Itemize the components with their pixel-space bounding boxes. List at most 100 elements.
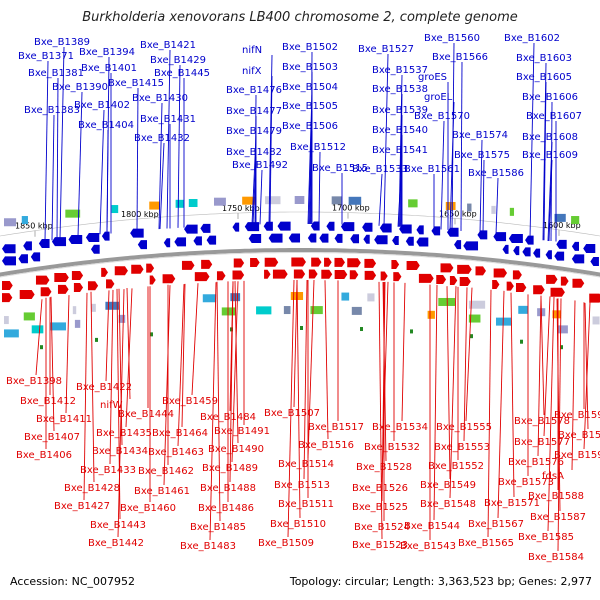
- forward-gene-arrow[interactable]: [583, 243, 596, 253]
- reverse-gene-label[interactable]: Bxe_B1573: [498, 477, 554, 488]
- reverse-gene-label[interactable]: Bxe_B1588: [528, 491, 584, 502]
- forward-gene-arrow[interactable]: [101, 231, 110, 241]
- forward-gene-label[interactable]: Bxe_B1394: [79, 47, 135, 58]
- reverse-gene-arrow[interactable]: [106, 279, 115, 289]
- reverse-gene-label[interactable]: Bxe_B1463: [148, 447, 204, 458]
- reverse-gene-arrow[interactable]: [216, 271, 226, 281]
- forward-gene-arrow[interactable]: [137, 240, 148, 250]
- reverse-gene-arrow[interactable]: [162, 274, 176, 284]
- reverse-gene-label[interactable]: Bxe_B1486: [198, 503, 254, 514]
- reverse-gene-label[interactable]: Bxe_B1577: [514, 437, 570, 448]
- reverse-gene-arrow[interactable]: [71, 271, 84, 281]
- forward-gene-label[interactable]: Bxe_B1541: [372, 145, 428, 156]
- reverse-gene-label[interactable]: Bxe_B1534: [372, 422, 428, 433]
- reverse-gene-label[interactable]: Bxe_B1553: [434, 442, 490, 453]
- forward-gene-arrow[interactable]: [206, 235, 217, 245]
- reverse-gene-arrow[interactable]: [321, 269, 333, 279]
- forward-gene-label[interactable]: Bxe_B1609: [522, 150, 578, 161]
- reverse-gene-label[interactable]: Bxe_B1549: [420, 480, 476, 491]
- reverse-gene-arrow[interactable]: [334, 269, 348, 279]
- forward-gene-label[interactable]: Bxe_B1415: [108, 78, 164, 89]
- reverse-gene-label[interactable]: Bxe_B1571: [484, 498, 540, 509]
- reverse-gene-arrow[interactable]: [364, 270, 377, 280]
- forward-gene-label[interactable]: Bxe_B1540: [372, 125, 428, 136]
- forward-gene-arrow[interactable]: [545, 250, 552, 260]
- reverse-gene-label[interactable]: Bxe_B1490: [208, 444, 264, 455]
- reverse-gene-label[interactable]: Bxe_B1595: [554, 450, 600, 461]
- reverse-gene-arrow[interactable]: [589, 293, 600, 303]
- forward-gene-arrow[interactable]: [446, 227, 459, 237]
- reverse-gene-arrow[interactable]: [506, 281, 514, 291]
- reverse-gene-arrow[interactable]: [146, 263, 155, 273]
- forward-gene-arrow[interactable]: [310, 221, 320, 231]
- reverse-gene-arrow[interactable]: [308, 269, 318, 279]
- forward-gene-arrow[interactable]: [363, 234, 370, 244]
- forward-gene-arrow[interactable]: [392, 235, 399, 245]
- forward-gene-label[interactable]: Bxe_B1566: [432, 52, 488, 63]
- reverse-gene-arrow[interactable]: [201, 259, 213, 269]
- forward-gene-label[interactable]: Bxe_B1432: [134, 133, 190, 144]
- forward-gene-label[interactable]: Bxe_B1608: [522, 132, 578, 143]
- forward-gene-label[interactable]: Bxe_B1527: [358, 44, 414, 55]
- forward-gene-label[interactable]: Bxe_B1445: [154, 68, 210, 79]
- reverse-gene-arrow[interactable]: [264, 257, 279, 267]
- forward-gene-arrow[interactable]: [307, 233, 317, 243]
- forward-gene-arrow[interactable]: [277, 221, 291, 231]
- reverse-gene-arrow[interactable]: [264, 269, 271, 279]
- forward-gene-label[interactable]: Bxe_B1533: [352, 164, 408, 175]
- reverse-gene-label[interactable]: Bxe_B1584: [528, 552, 584, 563]
- reverse-gene-arrow[interactable]: [54, 273, 69, 283]
- forward-gene-arrow[interactable]: [85, 233, 100, 243]
- forward-gene-label[interactable]: Bxe_B1503: [282, 62, 338, 73]
- forward-gene-label[interactable]: Bxe_B1371: [18, 51, 74, 62]
- forward-gene-arrow[interactable]: [2, 244, 16, 254]
- forward-gene-arrow[interactable]: [319, 233, 329, 243]
- forward-gene-label[interactable]: Bxe_B1575: [454, 150, 510, 161]
- reverse-gene-arrow[interactable]: [418, 273, 434, 283]
- forward-gene-arrow[interactable]: [463, 241, 479, 251]
- reverse-gene-arrow[interactable]: [406, 260, 420, 270]
- reverse-gene-arrow[interactable]: [2, 280, 13, 290]
- reverse-gene-label[interactable]: Bxe_B1523: [352, 540, 408, 551]
- reverse-gene-label[interactable]: Bxe_B1525: [352, 502, 408, 513]
- reverse-gene-label[interactable]: Bxe_B1411: [36, 414, 92, 425]
- reverse-gene-arrow[interactable]: [364, 258, 377, 268]
- reverse-gene-label[interactable]: Bxe_B1427: [54, 501, 110, 512]
- reverse-gene-arrow[interactable]: [380, 271, 388, 281]
- forward-gene-label[interactable]: groES: [418, 72, 447, 83]
- forward-gene-label[interactable]: Bxe_B1381: [28, 68, 84, 79]
- reverse-gene-arrow[interactable]: [181, 260, 195, 270]
- forward-gene-arrow[interactable]: [416, 225, 424, 235]
- forward-gene-arrow[interactable]: [454, 240, 462, 250]
- reverse-gene-label[interactable]: Bxe_B1511: [278, 499, 334, 510]
- forward-gene-arrow[interactable]: [18, 254, 28, 264]
- forward-gene-arrow[interactable]: [554, 251, 565, 261]
- forward-gene-arrow[interactable]: [340, 222, 355, 232]
- forward-gene-label[interactable]: Bxe_B1574: [452, 130, 508, 141]
- forward-gene-arrow[interactable]: [184, 224, 198, 234]
- forward-gene-arrow[interactable]: [590, 256, 599, 266]
- forward-gene-arrow[interactable]: [200, 223, 211, 233]
- forward-gene-arrow[interactable]: [30, 252, 41, 262]
- reverse-gene-label[interactable]: Bxe_B1565: [458, 538, 514, 549]
- reverse-gene-label[interactable]: Bxe_B1459: [162, 396, 218, 407]
- reverse-gene-arrow[interactable]: [2, 293, 13, 303]
- reverse-gene-arrow[interactable]: [334, 257, 345, 267]
- forward-gene-arrow[interactable]: [68, 235, 83, 245]
- forward-gene-label[interactable]: Bxe_B1479: [226, 126, 282, 137]
- reverse-gene-arrow[interactable]: [101, 267, 108, 277]
- forward-gene-label[interactable]: groEL: [424, 92, 453, 103]
- forward-gene-arrow[interactable]: [556, 239, 567, 249]
- reverse-gene-arrow[interactable]: [194, 272, 210, 282]
- reverse-gene-label[interactable]: Bxe_B1544: [404, 521, 460, 532]
- reverse-gene-arrow[interactable]: [40, 287, 52, 297]
- reverse-gene-label[interactable]: Bxe_B1597: [554, 410, 600, 421]
- forward-gene-arrow[interactable]: [522, 247, 531, 257]
- forward-gene-label[interactable]: Bxe_B1606: [522, 92, 578, 103]
- reverse-gene-label[interactable]: Bxe_B1491: [214, 426, 270, 437]
- reverse-gene-label[interactable]: Bxe_B1514: [278, 459, 334, 470]
- forward-gene-label[interactable]: nifX: [242, 66, 262, 77]
- forward-gene-arrow[interactable]: [38, 239, 50, 249]
- reverse-gene-label[interactable]: Bxe_B1526: [352, 483, 408, 494]
- forward-gene-arrow[interactable]: [374, 235, 388, 245]
